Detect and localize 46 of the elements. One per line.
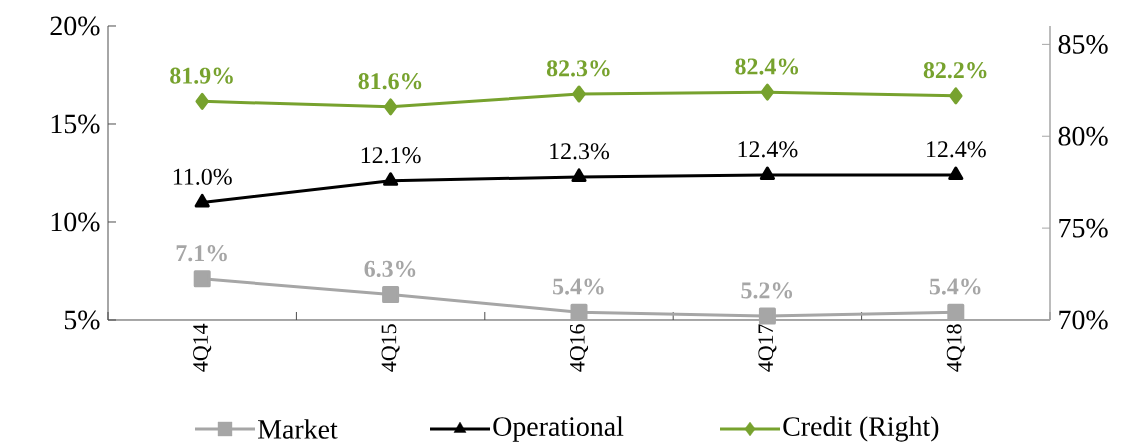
point [948, 166, 964, 181]
data-label: 82.3% [546, 60, 610, 77]
data-label: 81.9% [170, 67, 233, 84]
point [947, 303, 965, 321]
data-label: 5.4% [929, 278, 981, 295]
point [383, 172, 399, 186]
data-label: 82.2% [923, 62, 987, 79]
point [572, 85, 586, 103]
y-tick-label: 20% [50, 16, 100, 36]
legend-label: Credit (Right) [783, 416, 939, 442]
data-label: 7.1% [176, 245, 227, 262]
point [759, 166, 775, 181]
data-label: 5.2% [741, 282, 793, 299]
y-tick-label: 10% [51, 212, 100, 232]
legend-label: Market [258, 419, 338, 439]
point [570, 303, 588, 321]
point [193, 270, 211, 288]
point [949, 87, 963, 105]
point [383, 98, 398, 116]
y2-tick-label: 75% [1059, 218, 1108, 238]
point [195, 92, 209, 110]
data-label: 11.0% [173, 168, 232, 186]
x-tick-label: 4Q17 [758, 324, 777, 372]
data-label: 6.3% [364, 260, 416, 278]
point [571, 168, 587, 183]
y2-tick-label: 70% [1059, 310, 1108, 330]
point [760, 83, 775, 101]
point [758, 307, 776, 325]
x-tick-label: 4Q15 [381, 324, 400, 372]
point [382, 286, 400, 304]
data-label: 12.4% [927, 141, 986, 158]
data-label: 12.3% [550, 143, 610, 160]
y-tick-label: 15% [51, 114, 100, 134]
x-tick-label: 4Q14 [193, 324, 212, 372]
data-label: 5.4% [553, 278, 604, 295]
x-tick-label: 4Q16 [569, 324, 589, 372]
y2-tick-label: 80% [1058, 126, 1108, 146]
data-label: 81.6% [358, 73, 422, 90]
legend-label: Operational [493, 416, 624, 442]
y2-tick-label: 85% [1058, 35, 1108, 54]
x-tick-label: 4Q18 [946, 324, 965, 372]
point [194, 194, 210, 208]
data-label: 12.4% [738, 141, 798, 158]
data-label: 12.1% [361, 147, 421, 164]
data-label: 82.4% [735, 58, 799, 75]
y-tick-label: 5% [64, 310, 100, 330]
